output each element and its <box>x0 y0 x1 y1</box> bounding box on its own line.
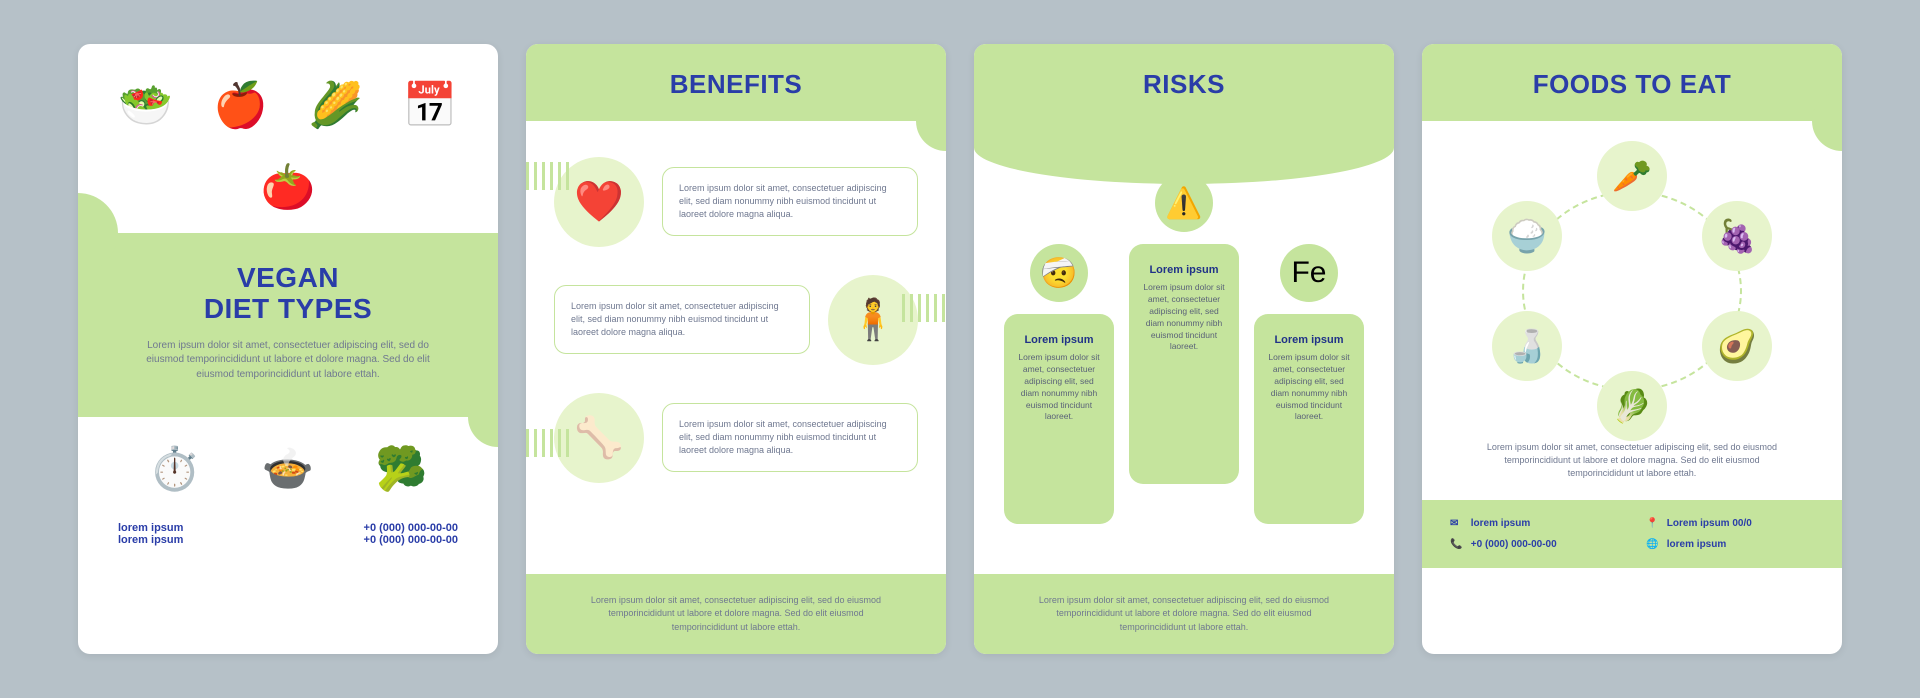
risk-icon: ⚠️ <box>1155 174 1213 232</box>
food-node-icon: 🍚 <box>1492 201 1562 271</box>
panel2-header: BENEFITS <box>526 44 946 121</box>
food-icon: 📅 <box>403 79 458 131</box>
food-icon: 🥗 <box>118 79 173 131</box>
decoration-hatch <box>526 429 570 457</box>
panel4-description: Lorem ipsum dolor sit amet, consectetuer… <box>1477 441 1787 480</box>
benefit-row: ❤️Lorem ipsum dolor sit amet, consectetu… <box>526 143 946 261</box>
brochure-stage: 🥗 🍎 🌽 📅 🍅 VEGAN DIET TYPES Lorem ipsum dolor… <box>78 44 1842 654</box>
food-node-icon: 🍶 <box>1492 311 1562 381</box>
risk-heading: Lorem ipsum <box>1014 334 1104 346</box>
risk-column: Lorem ipsum Lorem ipsum dolor sit amet, c… <box>1254 314 1364 524</box>
risk-text: Lorem ipsum dolor sit amet, consectetuer… <box>1139 282 1229 353</box>
panel3-footer-text: Lorem ipsum dolor sit amet, consectetuer… <box>1029 594 1339 633</box>
panel4-contacts: lorem ipsum Lorem ipsum 00/0 +0 (000) 00… <box>1422 500 1842 568</box>
food-node-icon: 🥬 <box>1597 371 1667 441</box>
benefit-text: Lorem ipsum dolor sit amet, consectetuer… <box>662 403 918 472</box>
food-icon: 🍎 <box>213 79 268 131</box>
panel1-title-band: VEGAN DIET TYPES Lorem ipsum dolor sit a… <box>78 233 498 417</box>
risk-icon: Fe <box>1280 244 1338 302</box>
panel1-icon-row-bottom: ⏱️ 🍲 🥦 <box>78 417 498 522</box>
panel1-footer-right: +0 (000) 000-00-00 +0 (000) 000-00-00 <box>364 522 458 546</box>
panel2-title: BENEFITS <box>526 70 946 99</box>
benefit-text: Lorem ipsum dolor sit amet, consectetuer… <box>554 285 810 354</box>
food-icon: 🌽 <box>308 79 363 131</box>
food-node-icon: 🍇 <box>1702 201 1772 271</box>
panel4-title: FOODS TO EAT <box>1422 70 1842 99</box>
contact-item: lorem ipsum <box>1646 539 1814 550</box>
panel1-footer: lorem ipsum lorem ipsum +0 (000) 000-00-… <box>78 522 498 566</box>
food-icon: 🍅 <box>261 161 316 213</box>
panel2-footer: Lorem ipsum dolor sit amet, consectetuer… <box>526 574 946 654</box>
panel1-icon-grid: 🥗 🍎 🌽 📅 🍅 <box>78 44 498 233</box>
panel3-columns: 🤕 Lorem ipsum Lorem ipsum dolor sit amet, … <box>974 184 1394 554</box>
panel4-food-ring: 🥕🍇🥑🥬🍶🍚 <box>1482 151 1782 431</box>
panel-benefits: BENEFITS ❤️Lorem ipsum dolor sit amet, c… <box>526 44 946 654</box>
panel-vegan-diet-types: 🥗 🍎 🌽 📅 🍅 VEGAN DIET TYPES Lorem ipsum dolor… <box>78 44 498 654</box>
panel2-footer-text: Lorem ipsum dolor sit amet, consectetuer… <box>581 594 891 633</box>
food-icon: 🥦 <box>375 445 427 494</box>
risk-text: Lorem ipsum dolor sit amet, consectetuer… <box>1014 352 1104 423</box>
contact-item: +0 (000) 000-00-00 <box>1450 539 1618 550</box>
panel4-header: FOODS TO EAT <box>1422 44 1842 121</box>
panel3-title: RISKS <box>974 70 1394 99</box>
benefit-row: 🧍Lorem ipsum dolor sit amet, consectetue… <box>526 261 946 379</box>
risk-heading: Lorem ipsum <box>1264 334 1354 346</box>
risk-heading: Lorem ipsum <box>1139 264 1229 276</box>
decoration-hatch <box>902 294 946 322</box>
contact-item: Lorem ipsum 00/0 <box>1646 518 1814 529</box>
panel-foods-to-eat: FOODS TO EAT 🥕 🍇 🥑 🥬 🍶 🍚 Lorem ipsum dolor si… <box>1422 44 1842 654</box>
panel3-header: RISKS <box>974 44 1394 184</box>
risk-text: Lorem ipsum dolor sit amet, consectetuer… <box>1264 352 1354 423</box>
food-icon: ⏱️ <box>149 445 201 494</box>
benefit-row: 🦴Lorem ipsum dolor sit amet, consectetue… <box>526 379 946 497</box>
panel1-subtitle: Lorem ipsum dolor sit amet, consectetuer… <box>138 339 438 383</box>
panel2-rows: ❤️Lorem ipsum dolor sit amet, consectetu… <box>526 121 946 497</box>
panel-risks: RISKS 🤕 Lorem ipsum Lorem ipsum dolor sit … <box>974 44 1394 654</box>
contact-item: lorem ipsum <box>1450 518 1618 529</box>
risk-column: Lorem ipsum Lorem ipsum dolor sit amet, c… <box>1129 244 1239 484</box>
decoration-hatch <box>526 162 570 190</box>
food-node-icon: 🥕 <box>1597 141 1667 211</box>
risk-column: Lorem ipsum Lorem ipsum dolor sit amet, c… <box>1004 314 1114 524</box>
risk-icon: 🤕 <box>1030 244 1088 302</box>
benefit-text: Lorem ipsum dolor sit amet, consectetuer… <box>662 167 918 236</box>
panel3-footer: Lorem ipsum dolor sit amet, consectetuer… <box>974 574 1394 654</box>
panel1-title: VEGAN DIET TYPES <box>118 263 458 325</box>
food-icon: 🍲 <box>262 445 314 494</box>
panel1-footer-left: lorem ipsum lorem ipsum <box>118 522 183 546</box>
food-node-icon: 🥑 <box>1702 311 1772 381</box>
